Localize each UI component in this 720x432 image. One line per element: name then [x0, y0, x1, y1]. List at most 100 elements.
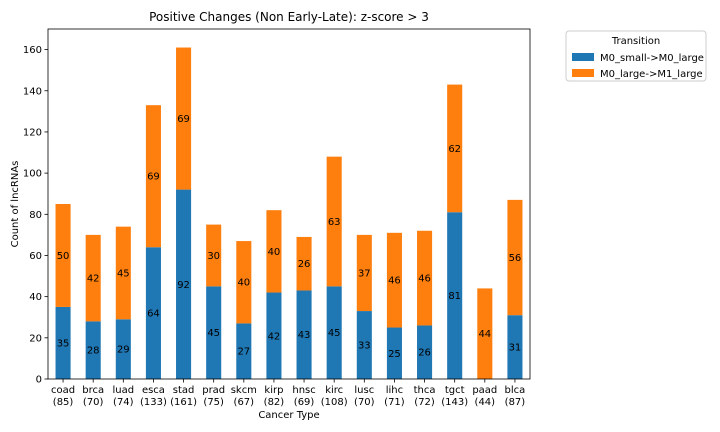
bar-segment-thca-series-1	[417, 325, 433, 379]
bar-segment-kirp-series-1	[266, 292, 282, 379]
x-tick-label-luad: luad	[113, 385, 135, 396]
bar-segment-hnsc-series-1	[296, 290, 312, 379]
data-label-lihc-series-1: 25	[388, 349, 401, 360]
data-label-thca-series-2: 46	[418, 274, 431, 285]
x-tick-label-coad: coad	[51, 385, 75, 396]
bar-segment-coad-series-1	[55, 306, 71, 379]
bar-segment-lusc-series-1	[356, 311, 372, 379]
x-tick-total-hnsc: (69)	[294, 397, 315, 408]
x-tick-total-stad: (161)	[170, 397, 197, 408]
bar-segment-kirc-series-2	[326, 156, 342, 287]
data-label-paad-series-2: 44	[478, 329, 491, 340]
x-tick-label-skcm: skcm	[231, 385, 257, 396]
x-tick-label-kirp: kirp	[264, 385, 283, 396]
y-tick-label: 120	[23, 127, 42, 138]
data-label-luad-series-1: 29	[117, 345, 130, 356]
x-tick-total-prad: (75)	[203, 397, 224, 408]
data-label-kirp-series-2: 40	[268, 247, 281, 258]
y-tick-label: 160	[23, 45, 42, 56]
data-label-tgct-series-1: 81	[448, 291, 461, 302]
y-tick-label: 80	[29, 210, 42, 221]
x-tick-total-esca: (133)	[140, 397, 167, 408]
x-tick-label-tgct: tgct	[445, 385, 465, 396]
x-tick-total-skcm: (67)	[234, 397, 255, 408]
y-axis-label: Count of lncRNAs	[10, 161, 21, 248]
x-tick-total-luad: (74)	[113, 397, 134, 408]
bar-segment-tgct-series-1	[447, 212, 463, 379]
data-label-skcm-series-2: 40	[237, 278, 250, 289]
data-label-blca-series-2: 56	[509, 253, 522, 264]
legend-title: Transition	[611, 36, 660, 47]
y-tick-label: 140	[23, 86, 42, 97]
bar-segment-prad-series-1	[206, 286, 222, 379]
x-tick-total-paad: (44)	[475, 397, 496, 408]
bar-segment-luad-series-2	[115, 226, 131, 320]
bar-segment-luad-series-1	[115, 319, 131, 379]
bar-segment-kirc-series-1	[326, 286, 342, 379]
x-tick-label-brca: brca	[82, 385, 104, 396]
legend-swatch-series-1	[572, 53, 594, 61]
data-label-brca-series-1: 28	[87, 346, 100, 357]
y-tick-label: 20	[29, 333, 42, 344]
legend-swatch-series-2	[572, 69, 594, 77]
chart-title: Positive Changes (Non Early-Late): z-sco…	[149, 10, 429, 24]
x-tick-total-thca: (72)	[414, 397, 435, 408]
bar-segment-brca-series-2	[85, 234, 101, 322]
bar-segment-stad-series-1	[176, 189, 192, 379]
bar-segment-esca-series-1	[145, 247, 161, 379]
x-tick-label-lihc: lihc	[386, 385, 403, 396]
x-tick-label-prad: prad	[202, 385, 225, 396]
x-tick-label-hnsc: hnsc	[292, 385, 315, 396]
x-tick-label-paad: paad	[472, 385, 497, 396]
data-label-coad-series-1: 35	[57, 338, 70, 349]
x-tick-label-thca: thca	[414, 385, 436, 396]
data-label-lusc-series-1: 33	[358, 341, 371, 352]
bar-segment-blca-series-2	[507, 199, 523, 316]
x-tick-total-tgct: (143)	[441, 397, 468, 408]
data-label-esca-series-1: 64	[147, 309, 160, 320]
x-tick-label-stad: stad	[173, 385, 195, 396]
data-label-stad-series-2: 69	[177, 114, 190, 125]
x-tick-label-kirc: kirc	[325, 385, 343, 396]
bar-segment-coad-series-2	[55, 204, 71, 307]
y-tick-label: 100	[23, 169, 42, 180]
data-label-prad-series-2: 30	[207, 251, 220, 262]
x-tick-total-blca: (87)	[505, 397, 526, 408]
data-label-hnsc-series-1: 43	[298, 330, 311, 341]
data-label-tgct-series-2: 62	[448, 144, 461, 155]
data-label-kirc-series-2: 63	[328, 217, 341, 228]
x-tick-total-kirp: (82)	[264, 397, 285, 408]
x-tick-total-lusc: (70)	[354, 397, 375, 408]
data-label-kirp-series-1: 42	[268, 331, 281, 342]
plot-frame	[47, 28, 531, 380]
y-tick-label: 40	[29, 292, 42, 303]
data-label-kirc-series-1: 45	[328, 328, 341, 339]
data-label-lihc-series-2: 46	[388, 276, 401, 287]
legend-label-series-1: M0_small->M0_large	[600, 53, 704, 64]
data-label-coad-series-2: 50	[57, 251, 70, 262]
x-tick-total-coad: (85)	[53, 397, 74, 408]
bar-segment-kirp-series-2	[266, 210, 282, 293]
bar-segment-esca-series-2	[145, 105, 161, 248]
x-tick-label-lusc: lusc	[354, 385, 374, 396]
x-tick-total-kirc: (108)	[321, 397, 348, 408]
bar-segment-lusc-series-2	[356, 234, 372, 312]
y-tick-label: 60	[29, 251, 42, 262]
bar-segment-brca-series-1	[85, 321, 101, 379]
bar-segment-tgct-series-2	[447, 84, 463, 213]
bar-segment-thca-series-2	[417, 230, 433, 326]
data-label-prad-series-1: 45	[207, 328, 220, 339]
bar-segment-skcm-series-2	[236, 241, 252, 324]
data-label-brca-series-2: 42	[87, 274, 100, 285]
legend-box	[565, 30, 707, 82]
data-label-blca-series-1: 31	[509, 343, 522, 354]
data-label-skcm-series-1: 27	[237, 347, 250, 358]
bar-segment-lihc-series-2	[386, 232, 402, 328]
data-label-thca-series-1: 26	[418, 348, 431, 359]
bar-segment-hnsc-series-2	[296, 236, 312, 291]
bar-segment-paad-series-2	[477, 288, 493, 379]
x-tick-label-esca: esca	[142, 385, 165, 396]
x-axis-label: Cancer Type	[258, 410, 319, 421]
